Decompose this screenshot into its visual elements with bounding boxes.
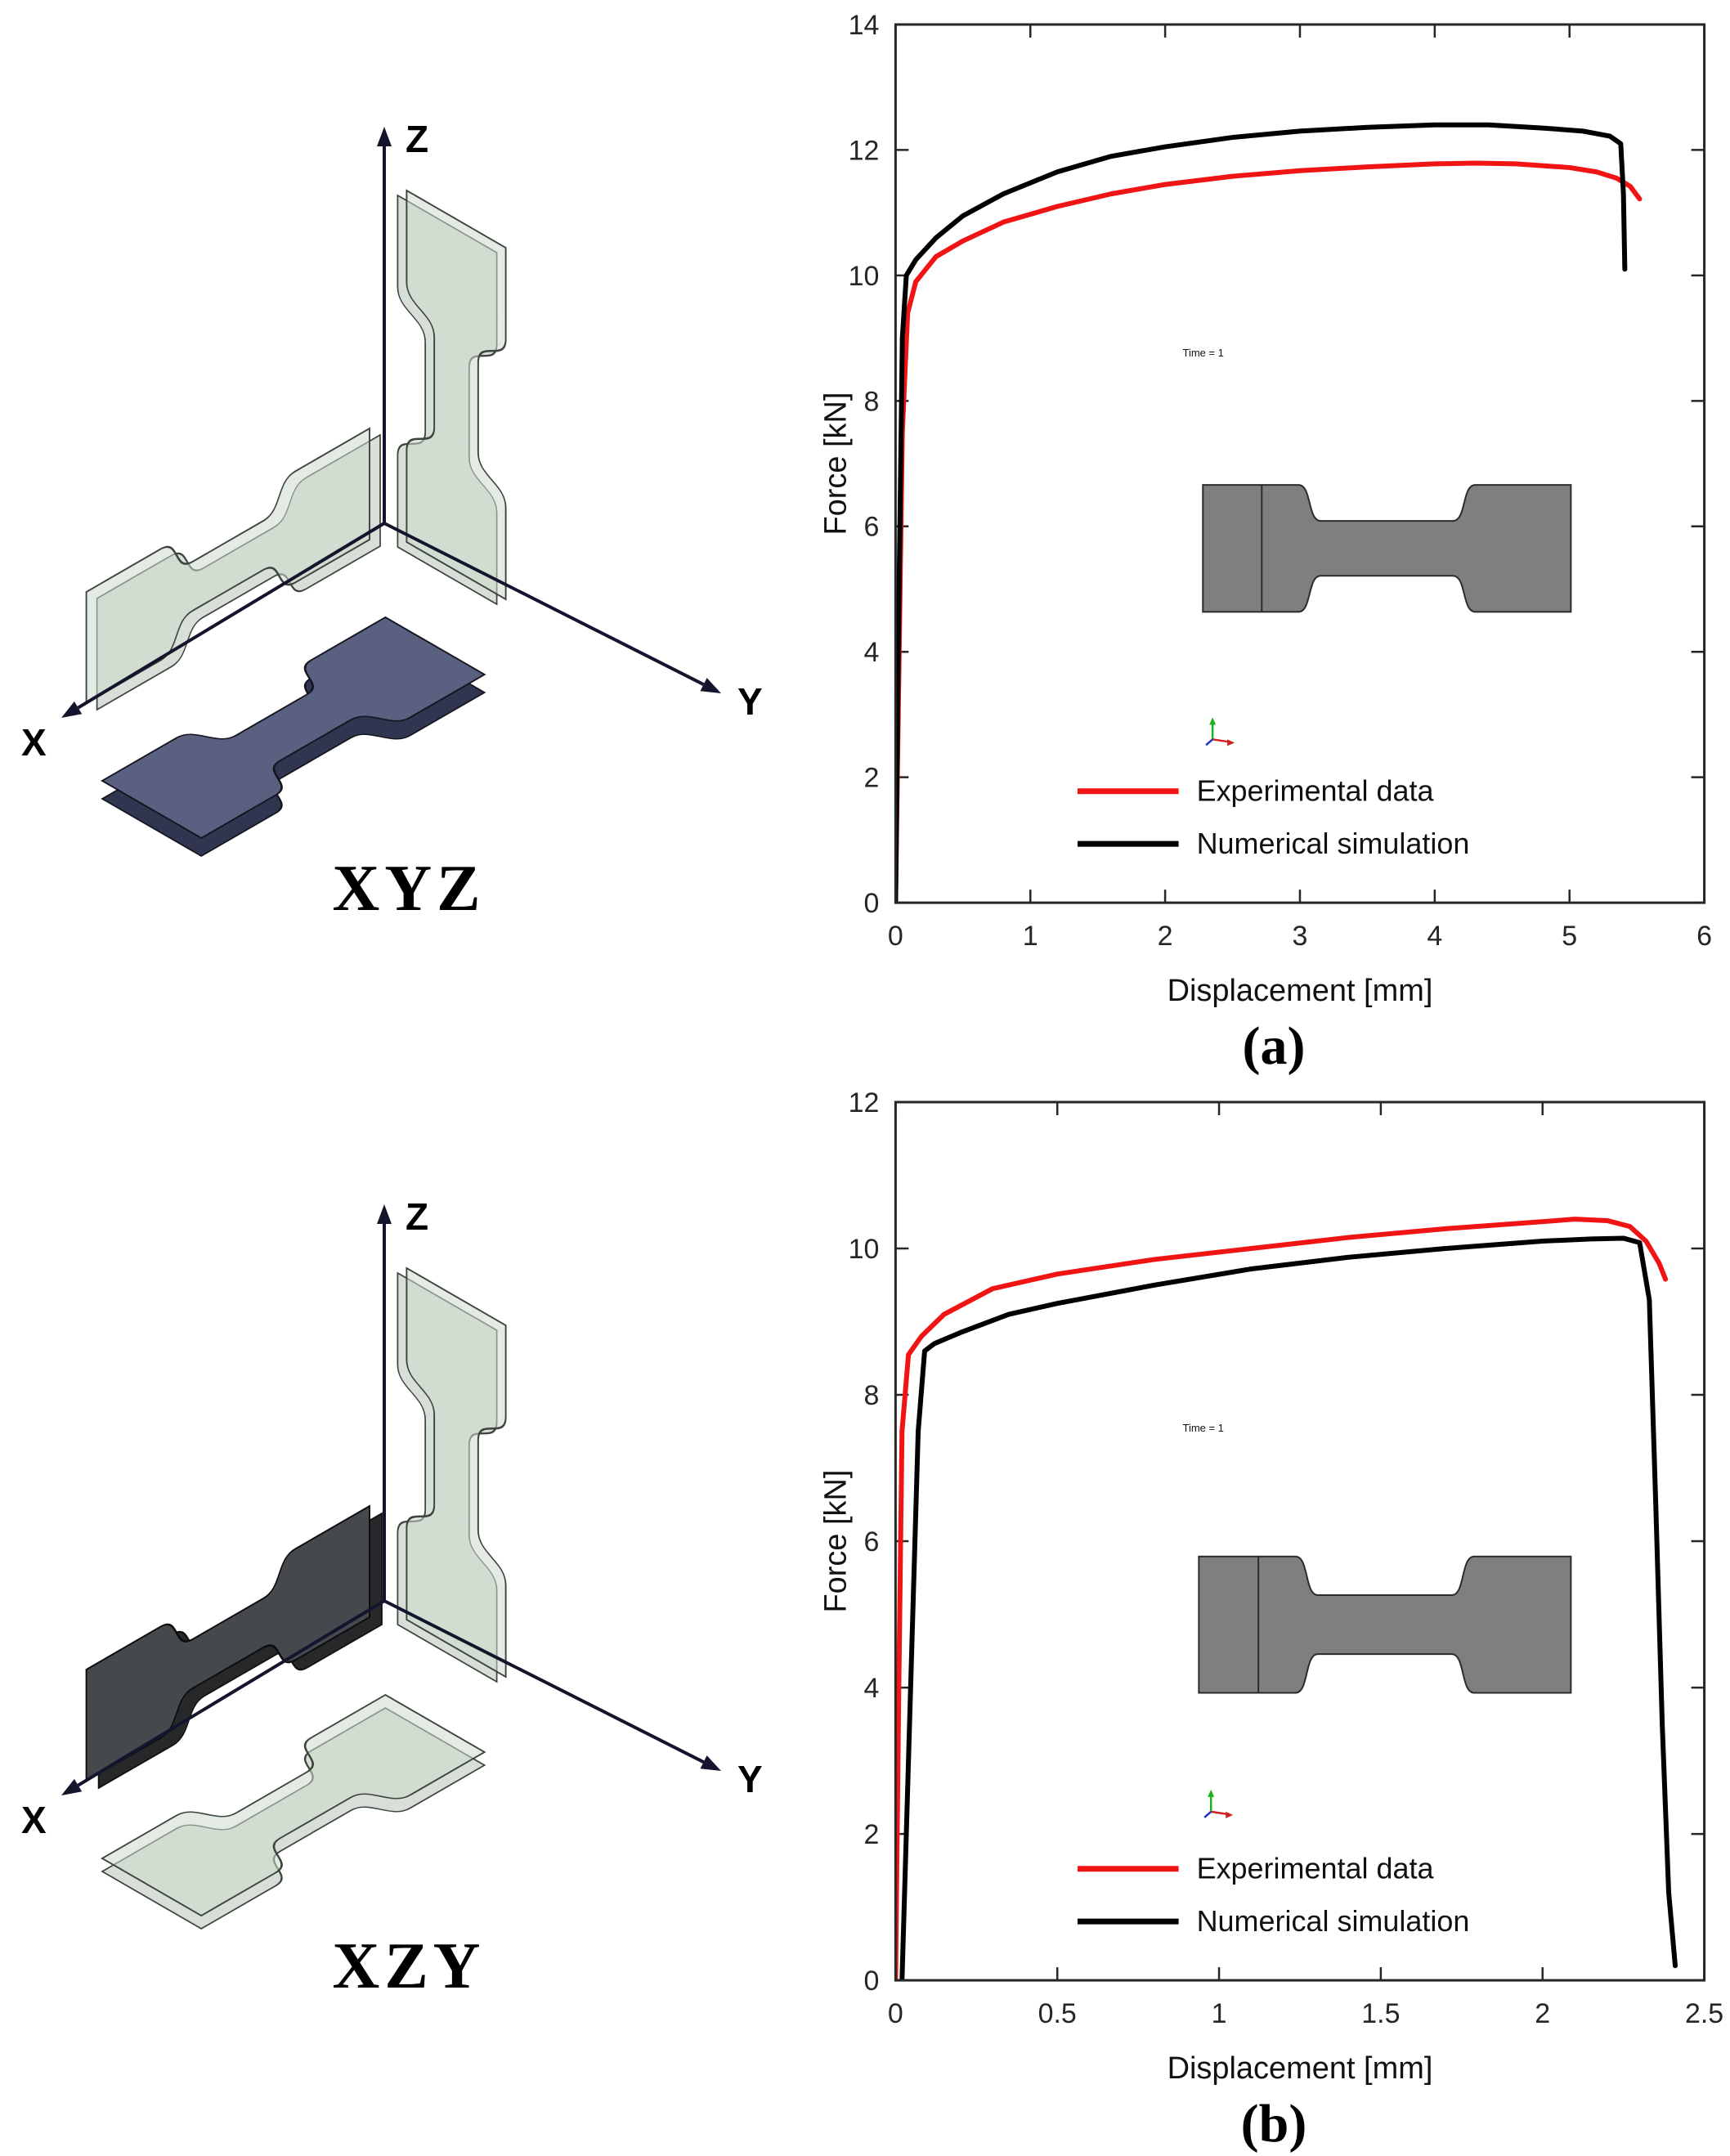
specimen-orientation-diagram-xyz: Z X Y	[21, 118, 763, 857]
chart-column-a: 0 1 2 3 4 5 6 0 2 4 6 8 10 12 14 Time = 1 Experimental d…	[818, 0, 1730, 1078]
svg-text:6: 6	[1696, 921, 1712, 952]
svg-text:12: 12	[849, 135, 880, 166]
diagram-column-a: Z X Y XYZ	[0, 0, 818, 1078]
svg-text:10: 10	[849, 1234, 880, 1265]
svg-text:1.5: 1.5	[1361, 1998, 1400, 2029]
orientation-label-xzy: XZY	[332, 1930, 486, 2002]
svg-text:5: 5	[1562, 921, 1577, 952]
svg-text:X: X	[21, 721, 47, 764]
svg-text:Force [kN]: Force [kN]	[818, 1470, 853, 1613]
chart-column-b: 0 0.5 1 1.5 2 2.5 0 2 4 6 8 10 12 Time = 1 Experimenta…	[818, 1078, 1730, 2155]
svg-text:4: 4	[863, 1673, 879, 1704]
force-displacement-chart-b: 0 0.5 1 1.5 2 2.5 0 2 4 6 8 10 12 Time = 1 Experimenta…	[818, 1087, 1723, 2086]
svg-text:Y: Y	[737, 1758, 763, 1800]
svg-text:10: 10	[849, 261, 880, 292]
svg-text:1: 1	[1023, 921, 1038, 952]
caption-a: (a)	[1242, 1016, 1306, 1076]
svg-text:3: 3	[1293, 921, 1308, 952]
svg-text:0: 0	[863, 888, 879, 919]
svg-text:2: 2	[863, 763, 879, 794]
svg-text:Experimental data: Experimental data	[1197, 1852, 1434, 1885]
svg-text:0: 0	[888, 1998, 903, 2029]
svg-text:Z: Z	[406, 118, 428, 160]
caption-b: (b)	[1240, 2094, 1307, 2154]
svg-text:Displacement [mm]: Displacement [mm]	[1168, 974, 1433, 1008]
svg-text:Time = 1: Time = 1	[1183, 1422, 1224, 1434]
svg-text:Z: Z	[406, 1195, 428, 1238]
svg-text:2: 2	[863, 1819, 879, 1850]
svg-text:8: 8	[863, 386, 879, 417]
svg-text:Force [kN]: Force [kN]	[818, 392, 853, 536]
svg-text:2.5: 2.5	[1685, 1998, 1723, 2029]
svg-text:Y: Y	[737, 680, 763, 723]
svg-text:Numerical simulation: Numerical simulation	[1197, 1904, 1470, 1938]
svg-text:X: X	[21, 1799, 47, 1841]
svg-text:8: 8	[863, 1380, 879, 1411]
svg-text:6: 6	[863, 512, 879, 543]
svg-text:14: 14	[849, 10, 880, 41]
svg-text:4: 4	[1427, 921, 1442, 952]
svg-text:1: 1	[1212, 1998, 1227, 2029]
svg-text:0: 0	[888, 921, 903, 952]
diagram-column-b: Z X Y XZY	[0, 1078, 818, 2155]
svg-text:4: 4	[863, 637, 879, 668]
panel-b: Z X Y XZY 0 0.5 1 1.5 2 2.5 0 2 4 6 8 10 12 Time = 1 Exp…	[0, 1078, 1730, 2155]
svg-text:Numerical simulation: Numerical simulation	[1197, 827, 1470, 860]
svg-text:0.5: 0.5	[1038, 1998, 1077, 2029]
svg-text:Displacement [mm]: Displacement [mm]	[1168, 2051, 1433, 2086]
svg-text:2: 2	[1158, 921, 1173, 952]
svg-text:0: 0	[863, 1966, 879, 1997]
orientation-label-xyz: XYZ	[332, 853, 486, 925]
svg-text:12: 12	[849, 1087, 880, 1118]
svg-text:2: 2	[1535, 1998, 1550, 2029]
svg-text:Experimental data: Experimental data	[1197, 774, 1434, 808]
svg-text:6: 6	[863, 1526, 879, 1558]
svg-text:Time = 1: Time = 1	[1183, 347, 1224, 359]
specimen-orientation-diagram-xzy: Z X Y	[21, 1195, 763, 1930]
